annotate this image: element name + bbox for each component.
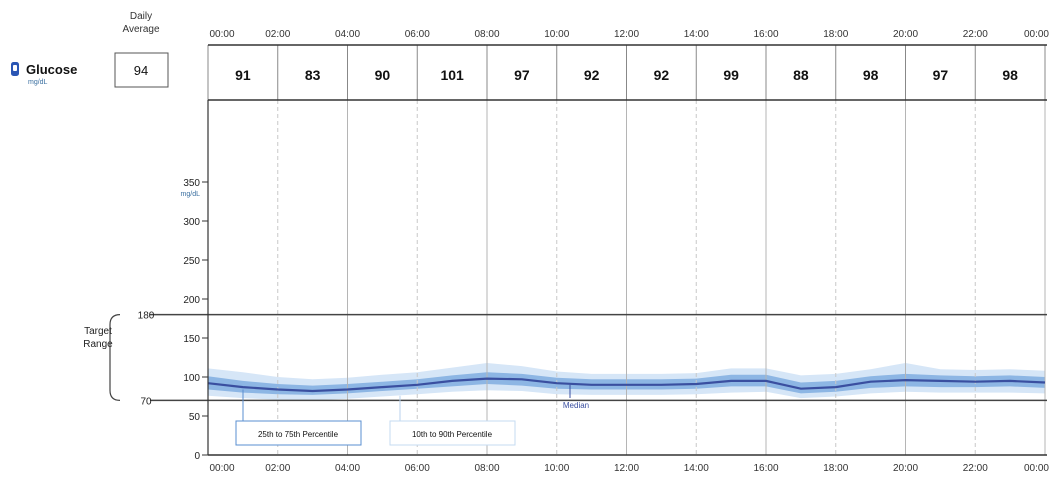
x-tick-label-top: 22:00 [963,29,988,40]
x-tick-label-bottom: 22:00 [963,463,988,474]
y-tick-label: 200 [183,295,200,306]
x-tick-label-top: 20:00 [893,29,918,40]
two-hour-average-value: 83 [305,67,321,83]
two-hour-average-value: 98 [863,67,879,83]
daily-average-value: 94 [134,63,148,78]
two-hour-average-value: 97 [933,67,949,83]
x-tick-label-bottom: 08:00 [474,463,499,474]
daily-average-label: Daily [130,11,152,22]
x-tick-label-top: 00:00 [1024,29,1049,40]
two-hour-average-value: 92 [584,67,600,83]
legend-label-median: Median [563,401,589,410]
median-line [207,377,1046,393]
metric-name: Glucose [26,62,77,77]
x-tick-label-bottom: 16:00 [753,463,778,474]
x-tick-label-bottom: 10:00 [544,463,569,474]
y-tick-label: 350 [183,178,200,189]
x-tick-label-bottom: 18:00 [823,463,848,474]
glucose-sensor-icon [11,62,19,76]
two-hour-average-value: 101 [440,67,464,83]
x-tick-label-top: 08:00 [474,29,499,40]
target-range-label: Range [83,339,113,350]
x-tick-label-bottom: 20:00 [893,463,918,474]
x-tick-label-bottom: 00:00 [209,463,234,474]
target-range-label: Target [84,326,112,337]
target-range-low-label: 70 [140,396,152,407]
x-tick-label-bottom: 02:00 [265,463,290,474]
daily-average-label: Average [122,24,160,35]
two-hour-average-value: 99 [723,67,739,83]
two-hour-average-value: 91 [235,67,251,83]
two-hour-average-value: 98 [1002,67,1018,83]
two-hour-average-value: 97 [514,67,530,83]
y-unit-label: mg/dL [181,191,201,198]
x-tick-label-bottom: 00:00 [1024,463,1049,474]
legend-box-10-90 [389,420,516,446]
two-hour-average-value: 90 [375,67,391,83]
x-tick-label-top: 06:00 [405,29,430,40]
x-tick-label-top: 18:00 [823,29,848,40]
x-tick-label-top: 04:00 [335,29,360,40]
y-tick-label: 0 [194,451,200,462]
daily-average-box [114,52,169,88]
x-tick-label-bottom: 04:00 [335,463,360,474]
x-tick-label-top: 00:00 [209,29,234,40]
x-tick-label-top: 10:00 [544,29,569,40]
legend-label-25-75: 25th to 75th Percentile [258,430,339,439]
y-tick-label: 150 [183,334,200,345]
y-tick-label: 250 [183,256,200,267]
x-tick-label-bottom: 14:00 [684,463,709,474]
x-tick-label-top: 12:00 [614,29,639,40]
two-hour-average-value: 92 [654,67,670,83]
x-tick-label-top: 16:00 [753,29,778,40]
x-tick-label-top: 14:00 [684,29,709,40]
metric-unit: mg/dL [28,79,48,86]
x-tick-label-bottom: 06:00 [405,463,430,474]
glucose-sensor-icon-window [13,65,17,71]
x-tick-label-top: 02:00 [265,29,290,40]
y-tick-label: 300 [183,217,200,228]
y-tick-label: 50 [189,412,201,423]
x-tick-label-bottom: 12:00 [614,463,639,474]
target-range-bracket [109,314,121,401]
legend-label-10-90: 10th to 90th Percentile [412,430,493,439]
target-range-high-label: 180 [138,311,155,322]
y-tick-label: 100 [183,373,200,384]
legend-box-25-75 [235,420,362,446]
two-hour-average-value: 88 [793,67,809,83]
